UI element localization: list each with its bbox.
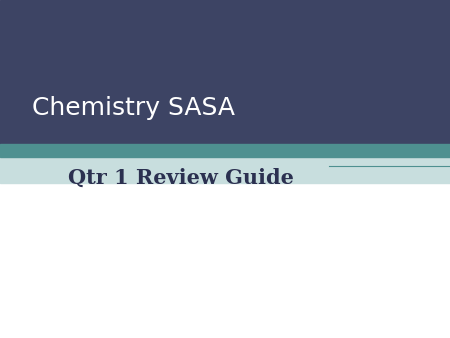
Bar [0,157,450,183]
Text: Qtr 1 Review Guide: Qtr 1 Review Guide [68,167,293,188]
Bar [0,144,450,157]
Bar [0,0,450,157]
Text: Chemistry SASA: Chemistry SASA [32,96,234,120]
